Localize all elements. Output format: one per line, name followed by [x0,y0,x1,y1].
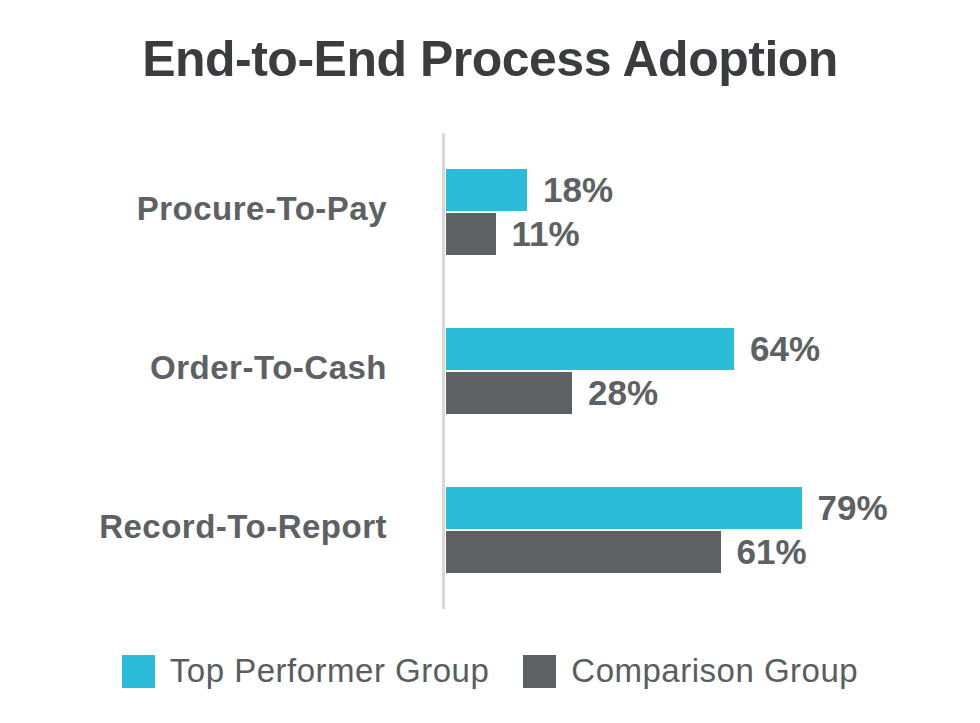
legend-swatch-comparison [523,655,556,688]
bar-top-performer [446,169,527,211]
bar-value-label: 18% [543,169,613,211]
legend-label-comparison: Comparison Group [571,652,858,690]
legend-swatch-top-performer [122,655,155,688]
bar-top-performer [446,328,734,370]
category-label: Order-To-Cash [57,347,387,389]
bar-comparison [446,372,572,414]
bar-value-label: 79% [818,487,888,529]
legend-item-comparison: Comparison Group [523,652,858,690]
category-label: Record-To-Report [57,506,387,548]
legend-label-top-performer: Top Performer Group [170,652,489,690]
bar-top-performer [446,487,802,529]
bar-comparison [446,531,721,573]
legend: Top Performer Group Comparison Group [0,652,980,690]
category-label: Procure-To-Pay [57,188,387,230]
chart-figure: End-to-End Process Adoption Procure-To-P… [0,0,980,723]
y-axis-line [442,133,445,609]
bar-comparison [446,213,496,255]
chart-plot: Procure-To-Pay 18%11% Order-To-Cash 64% 28% R… [0,0,980,723]
bar-value-label: 64% [750,328,820,370]
legend-item-top-performer: Top Performer Group [122,652,489,690]
bar-value-label: 28% [588,372,658,414]
bar-value-label: 11% [512,213,580,255]
bar-value-label: 61% [737,531,807,573]
